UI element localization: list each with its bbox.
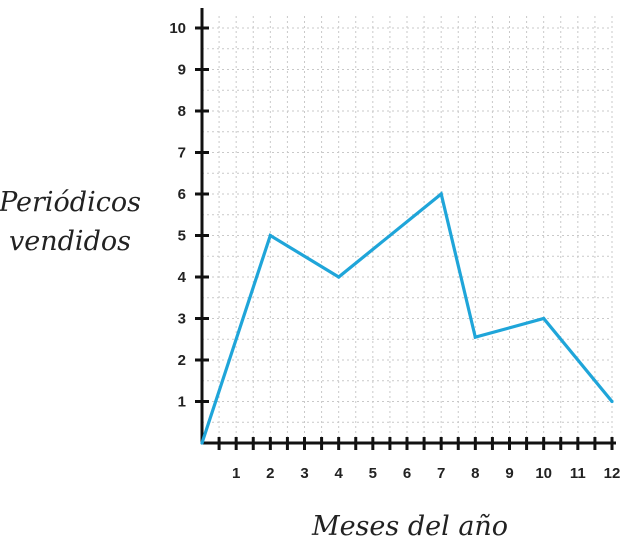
y-tick-label: 8 <box>178 103 186 120</box>
y-axis-title-line-1: Periódicos <box>0 187 141 218</box>
x-tick-label: 3 <box>300 465 308 482</box>
data-point <box>268 233 272 238</box>
y-tick-label: 7 <box>178 145 186 162</box>
x-tick-label: 5 <box>369 465 377 482</box>
grid <box>202 16 613 443</box>
y-tick-label: 6 <box>178 186 186 203</box>
x-tick-label: 6 <box>403 465 411 482</box>
y-tick-label: 3 <box>178 311 186 328</box>
x-tick-label: 8 <box>471 465 479 482</box>
data-point <box>337 275 341 279</box>
x-tick-label: 9 <box>505 465 513 482</box>
x-axis-title: Meses del año <box>311 511 508 542</box>
data-point <box>542 316 546 321</box>
y-tick-label: 2 <box>178 352 186 369</box>
x-tick-label: 12 <box>604 465 620 482</box>
x-tick-label: 10 <box>535 465 552 482</box>
series <box>200 191 614 445</box>
data-point <box>439 192 443 196</box>
y-axis-title-line-2: vendidos <box>9 226 131 257</box>
y-tick-label: 4 <box>178 269 187 286</box>
data-point <box>200 441 204 445</box>
x-tick-label: 2 <box>266 465 274 482</box>
y-tick-label: 5 <box>178 228 186 245</box>
axes <box>200 8 616 445</box>
x-tick-label: 1 <box>232 465 240 482</box>
y-tick-label: 1 <box>178 394 186 411</box>
y-tick-label: 9 <box>178 62 186 79</box>
x-tick-label: 4 <box>334 465 343 482</box>
x-tick-label: 7 <box>437 465 445 482</box>
x-tick-label: 11 <box>570 465 586 482</box>
y-tick-label: 10 <box>169 20 186 37</box>
data-point <box>610 399 614 404</box>
data-point <box>473 335 477 339</box>
